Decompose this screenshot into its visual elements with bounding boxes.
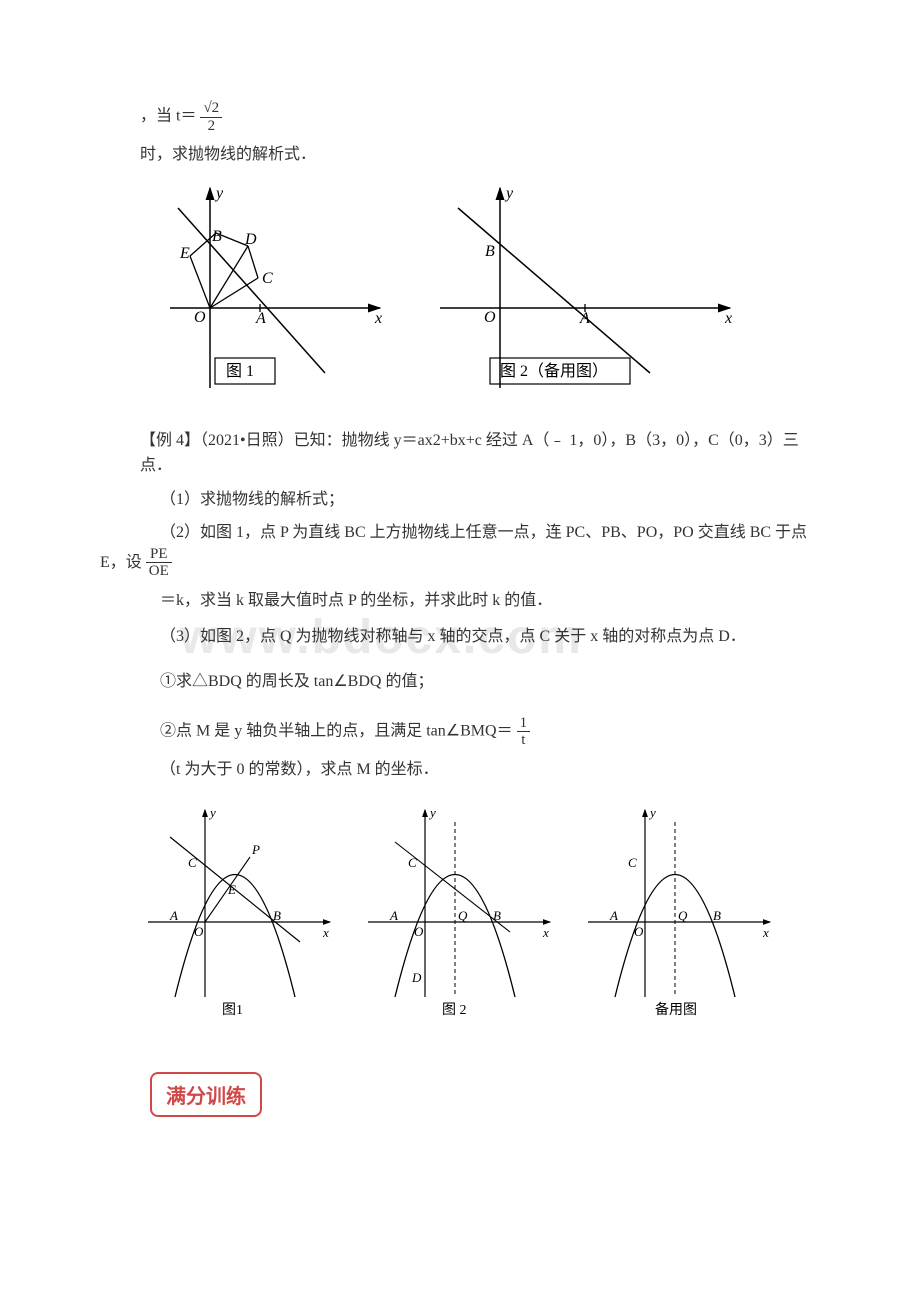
b-A3: A <box>609 908 618 923</box>
frac-num-1: 1 <box>517 715 531 733</box>
b-B1: B <box>273 908 281 923</box>
b-Q2: Q <box>458 908 468 923</box>
ex4-q3-2a: ②点 M 是 y 轴负半轴上的点，且满足 tan∠BMQ＝ 1 t <box>100 715 820 749</box>
b-y2: y <box>428 805 436 820</box>
b-O1: O <box>194 924 204 939</box>
frac-den-oe: OE <box>146 563 172 580</box>
ex4-q3-1: ①求△BDQ 的周长及 tan∠BDQ 的值； <box>100 669 820 695</box>
label-C: C <box>262 270 273 287</box>
b-O2: O <box>414 924 424 939</box>
b-A2: A <box>389 908 398 923</box>
ex4-title: 【例 4】（2021•日照）已知：抛物线 y＝ax2+bx+c 经过 A（﹣ 1… <box>100 428 820 479</box>
b-O3: O <box>634 924 644 939</box>
label-O-2: O <box>484 309 496 326</box>
frac-den-t: t <box>517 732 531 749</box>
intro-line-2: 时，求抛物线的解析式． <box>100 142 820 168</box>
label-O: O <box>194 309 206 326</box>
b-B2: B <box>493 908 501 923</box>
figure-2-bottom: y x O A B C Q D 图 2 <box>360 802 560 1022</box>
ex4-q2-a-text: （2）如图 1，点 P 为直线 BC 上方抛物线上任意一点，连 PC、PB、PO… <box>100 524 807 570</box>
frac-1-over-t: 1 t <box>517 715 531 749</box>
ex4-q1: （1）求抛物线的解析式； <box>100 487 820 513</box>
caption-b1: 图1 <box>222 1003 243 1018</box>
b-x1: x <box>322 925 329 940</box>
frac-sqrt2-over-2: √2 2 <box>200 100 222 134</box>
label-y-2: y <box>504 185 514 202</box>
caption-b2: 图 2 <box>442 1003 467 1018</box>
label-x-2: x <box>724 310 732 327</box>
b-C1: C <box>188 855 197 870</box>
b-x2: x <box>542 925 549 940</box>
caption-fig1: 图 1 <box>226 363 254 380</box>
frac-pe-oe: PE OE <box>146 546 172 580</box>
b-y1: y <box>208 805 216 820</box>
b-A1: A <box>169 908 178 923</box>
b-D2: D <box>411 970 422 985</box>
b-C2: C <box>408 855 417 870</box>
ex4-q3-2a-text: ②点 M 是 y 轴负半轴上的点，且满足 tan∠BMQ＝ <box>160 722 513 739</box>
ex4-q3: （3）如图 2，点 Q 为抛物线对称轴与 x 轴的交点，点 C 关于 x 轴的对… <box>100 624 820 650</box>
frac-num: √2 <box>200 100 222 118</box>
intro-prefix: ，当 t＝ <box>140 108 196 125</box>
label-y: y <box>214 185 224 202</box>
label-A: A <box>255 310 266 327</box>
label-A-2: A <box>579 310 590 327</box>
frac-den: 2 <box>200 118 222 135</box>
caption-b3: 备用图 <box>655 1001 697 1018</box>
b-B3: B <box>713 908 721 923</box>
label-B: B <box>212 228 222 245</box>
b-E1: E <box>227 882 236 897</box>
frac-num-pe: PE <box>146 546 172 564</box>
caption-fig2: 图 2（备用图） <box>500 362 608 380</box>
ex4-q2-b: ＝k，求当 k 取最大值时点 P 的坐标，并求此时 k 的值． <box>100 588 820 614</box>
label-E: E <box>179 245 190 262</box>
label-B-2: B <box>485 243 495 260</box>
figure-1-top: y x O B E D C A 图 1 <box>160 178 400 408</box>
full-marks-training-button[interactable]: 满分训练 <box>150 1072 262 1117</box>
figure-3-bottom: y x O A B C Q 备用图 <box>580 802 780 1022</box>
ex4-q3-2b: （t 为大于 0 的常数），求点 M 的坐标． <box>100 757 820 783</box>
ex4-q2-a: （2）如图 1，点 P 为直线 BC 上方抛物线上任意一点，连 PC、PB、PO… <box>100 520 820 580</box>
b-x3: x <box>762 925 769 940</box>
figure-row-bottom: y x O A B C P E 图1 y x O <box>140 802 820 1022</box>
label-x: x <box>374 310 382 327</box>
figure-1-bottom: y x O A B C P E 图1 <box>140 802 340 1022</box>
b-C3: C <box>628 855 637 870</box>
figure-2-top: y x O B A 图 2（备用图） <box>430 178 750 408</box>
b-P1: P <box>251 842 260 857</box>
b-y3: y <box>648 805 656 820</box>
intro-line-1: ，当 t＝ √2 2 <box>100 100 820 134</box>
figure-row-top: y x O B E D C A 图 1 <box>160 178 820 408</box>
b-Q3: Q <box>678 908 688 923</box>
